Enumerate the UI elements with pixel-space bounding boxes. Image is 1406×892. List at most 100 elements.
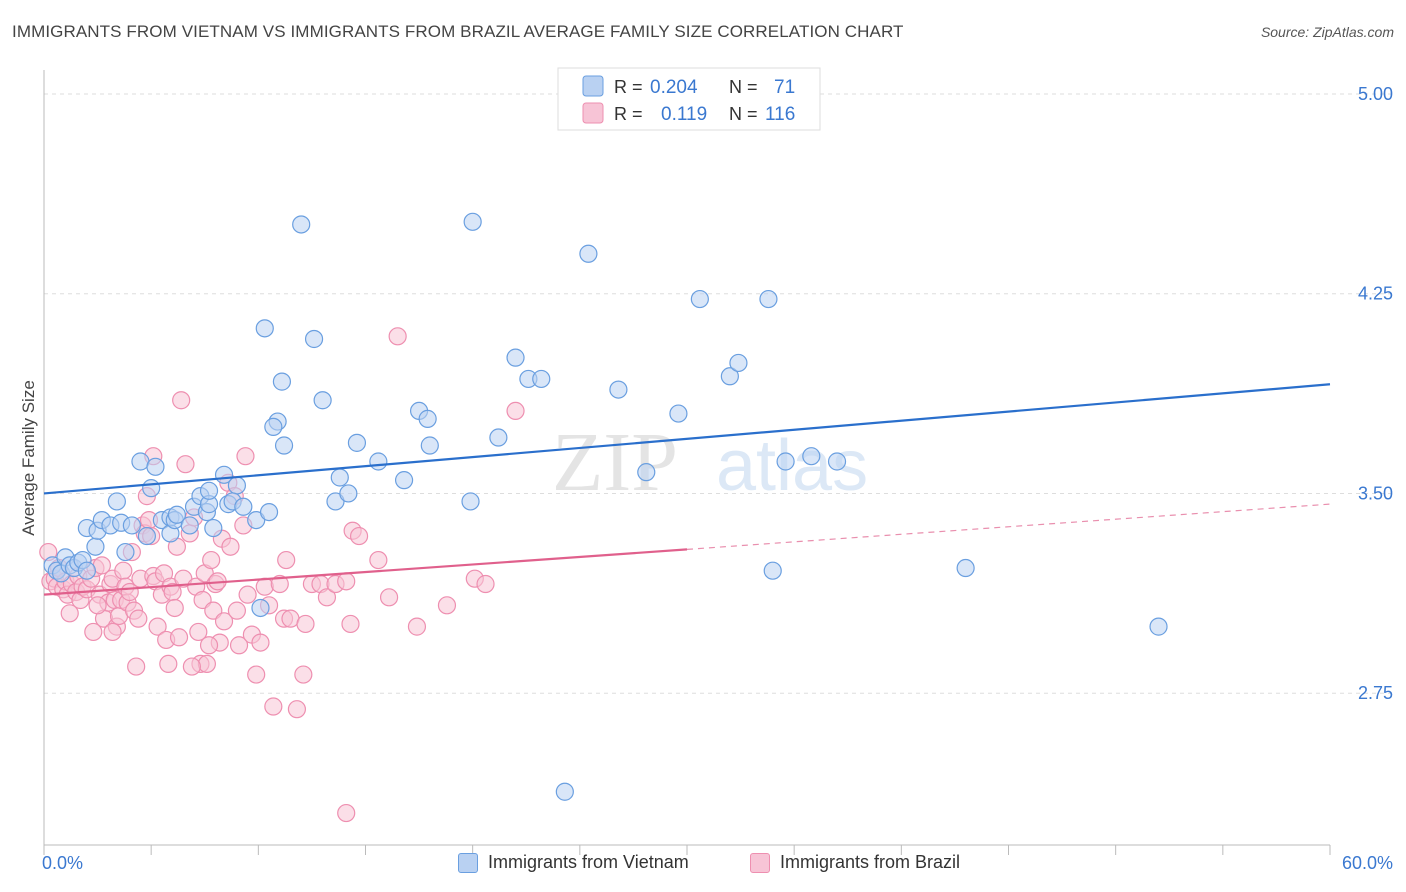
- vietnam-point: [247, 510, 266, 530]
- vietnam-point: [167, 505, 186, 524]
- brazil-point: [437, 596, 457, 615]
- brazil-point: [174, 569, 193, 588]
- brazil-point: [337, 572, 356, 591]
- vietnam-point: [532, 369, 551, 389]
- brazil-point: [229, 636, 249, 655]
- brazil-point: [202, 550, 221, 570]
- y-axis-label: Average Family Size: [19, 380, 38, 536]
- vietnam-point: [506, 348, 525, 367]
- vietnam-point: [827, 452, 847, 471]
- brazil-point: [189, 622, 208, 642]
- vietnam-point: [251, 598, 270, 618]
- vietnam-point: [489, 428, 508, 447]
- vietnam-point: [274, 436, 294, 455]
- vietnam-point: [461, 492, 480, 511]
- brazil-point: [337, 803, 356, 823]
- legend-vietnam-n-value: 71: [774, 77, 795, 98]
- brazil-point: [407, 617, 427, 636]
- brazil-point: [204, 601, 223, 620]
- brazil-point: [270, 574, 289, 594]
- vietnam-point: [234, 497, 253, 516]
- brazil-point: [349, 526, 369, 546]
- brazil-point: [169, 628, 189, 647]
- brazil-point: [251, 633, 270, 652]
- brazil-point: [114, 561, 133, 580]
- brazil-point: [277, 550, 296, 570]
- source-credit: Source: ZipAtlas.com: [1260, 24, 1394, 40]
- vietnam-point: [146, 457, 165, 476]
- brazil-point: [172, 391, 191, 410]
- brazil-point: [238, 585, 257, 604]
- brazil-point: [129, 609, 148, 628]
- vietnam-point: [255, 319, 274, 338]
- brazil-point: [506, 401, 525, 420]
- legend-brazil-r-label: R =: [614, 104, 643, 124]
- brazil-point: [159, 654, 178, 674]
- brazil-point: [60, 604, 79, 623]
- vietnam-point: [272, 372, 292, 391]
- brazil-point: [103, 622, 122, 642]
- vietnam-point: [259, 503, 279, 522]
- brazil-point: [294, 665, 313, 684]
- y-tick-label: 4.25: [1358, 284, 1393, 304]
- legend-top: R = 0.204 N = 71 R = 0.119 N = 116: [557, 67, 821, 131]
- vietnam-point: [116, 542, 135, 562]
- legend-bottom-vietnam: Immigrants from Vietnam: [458, 852, 689, 873]
- brazil-point: [476, 574, 495, 594]
- y-tick-label: 5.00: [1358, 84, 1393, 104]
- vietnam-point: [339, 484, 358, 503]
- vietnam-point: [330, 468, 349, 487]
- brazil-point: [199, 636, 219, 655]
- legend-bottom-brazil: Immigrants from Brazil: [750, 852, 960, 873]
- vietnam-point: [720, 367, 739, 386]
- vietnam-point: [304, 329, 324, 349]
- vietnam-point: [418, 409, 437, 428]
- vietnam-point: [204, 518, 223, 538]
- vietnam-point: [326, 492, 345, 511]
- vietnam-point: [729, 353, 748, 373]
- legend-brazil-r-value: 0.119: [661, 104, 707, 125]
- vietnam-point: [199, 481, 219, 500]
- brazil-point: [296, 614, 315, 634]
- vietnam-point: [313, 391, 332, 410]
- vietnam-point: [776, 452, 795, 471]
- vietnam-point: [463, 212, 482, 231]
- legend-brazil-n-label: N =: [729, 104, 758, 124]
- brazil-point: [247, 665, 266, 684]
- legend-vietnam-r-value: 0.204: [650, 77, 698, 98]
- vietnam-point: [347, 433, 367, 452]
- vietnam-point: [227, 476, 246, 495]
- brazil-points: [39, 327, 525, 823]
- vietnam-point: [802, 447, 821, 466]
- vietnam-point: [609, 380, 628, 399]
- chart-title: IMMIGRANTS FROM VIETNAM VS IMMIGRANTS FR…: [12, 22, 904, 41]
- brazil-point: [127, 657, 146, 676]
- vietnam-point: [142, 479, 161, 498]
- legend-vietnam-n-label: N =: [729, 77, 758, 97]
- legend-brazil-swatch: [582, 102, 604, 124]
- y-tick-label: 2.75: [1358, 683, 1393, 703]
- brazil-point: [369, 550, 388, 570]
- brazil-point: [341, 614, 360, 634]
- vietnam-point: [394, 471, 414, 490]
- legend-bottom: Immigrants from Vietnam Immigrants from …: [0, 852, 1406, 878]
- brazil-point: [227, 601, 246, 620]
- brazil-point: [88, 596, 107, 615]
- brazil-point: [287, 700, 307, 719]
- legend-bottom-brazil-swatch: [750, 852, 770, 873]
- legend-bottom-vietnam-label: Immigrants from Vietnam: [488, 852, 689, 872]
- vietnam-points: [43, 212, 1168, 801]
- legend-vietnam-r-label: R =: [614, 77, 643, 97]
- brazil-point: [84, 622, 103, 642]
- brazil-point: [255, 577, 274, 596]
- y-tick-label: 3.50: [1358, 483, 1393, 503]
- vietnam-point: [763, 561, 782, 580]
- brazil-trend-extension: [686, 503, 1331, 550]
- vietnam-point: [555, 782, 574, 801]
- brazil-point: [193, 590, 212, 610]
- y-tick-labels: 2.75 3.50 4.25 5.00: [1358, 84, 1393, 703]
- vietnam-point: [690, 289, 709, 309]
- vietnam-point: [669, 404, 688, 423]
- brazil-point: [317, 588, 337, 607]
